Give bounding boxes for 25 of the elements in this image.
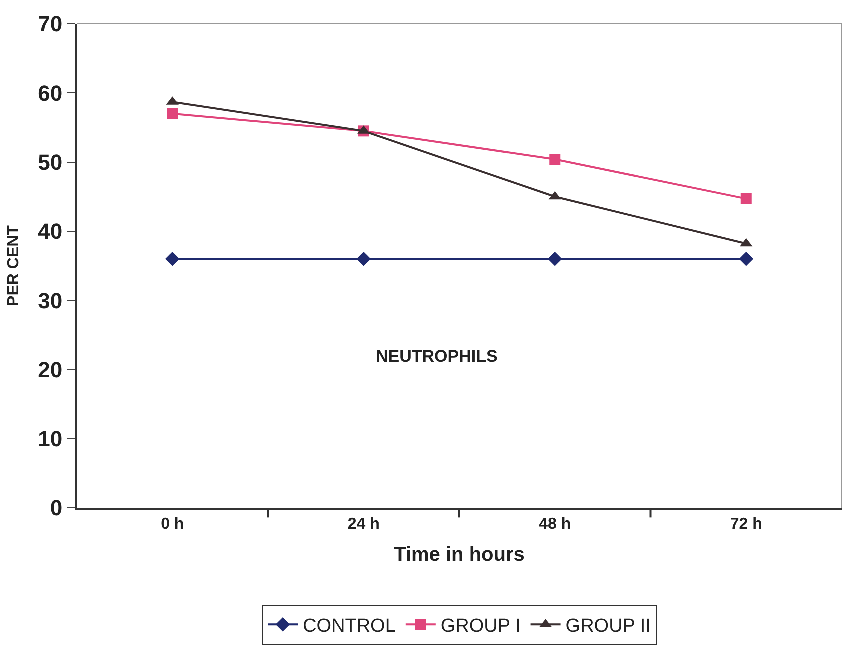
x-tick-label: 72 h bbox=[730, 516, 762, 534]
point bbox=[165, 252, 180, 266]
point bbox=[548, 252, 562, 266]
point bbox=[740, 193, 752, 204]
x-tick-label: 0 h bbox=[161, 516, 184, 534]
y-tick-label: 20 bbox=[38, 357, 63, 382]
y-axis-title: PER CENT bbox=[6, 225, 23, 306]
annotation: NEUTROPHILS bbox=[376, 347, 498, 366]
y-tick-label: 70 bbox=[38, 12, 63, 37]
legend-label: CONTROL bbox=[303, 616, 396, 638]
legend-label: GROUP I bbox=[440, 616, 521, 638]
point bbox=[739, 252, 754, 266]
legend-label: GROUP II bbox=[566, 616, 651, 638]
y-tick-label: 10 bbox=[38, 426, 63, 452]
point bbox=[356, 252, 372, 266]
x-tick-label: 48 h bbox=[539, 516, 572, 534]
y-tick-label: 40 bbox=[38, 219, 63, 244]
point bbox=[167, 108, 178, 120]
y-tick-label: 50 bbox=[38, 150, 63, 175]
y-tick-label: 0 bbox=[50, 496, 63, 521]
point bbox=[550, 154, 561, 166]
y-tick-label: 60 bbox=[38, 80, 63, 106]
x-axis-title: Time in hours bbox=[394, 544, 525, 566]
y-tick-label: 30 bbox=[38, 288, 63, 314]
x-tick-label: 24 h bbox=[348, 516, 380, 534]
